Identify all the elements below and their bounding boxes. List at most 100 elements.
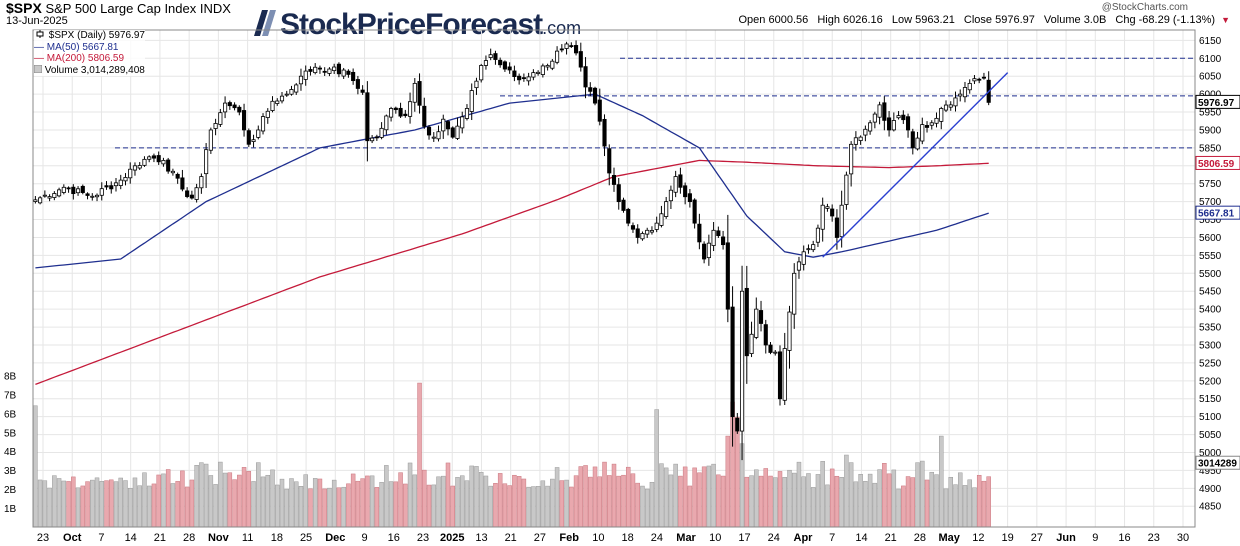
volume-bar — [431, 484, 437, 528]
close-value: 5976.97 — [995, 14, 1035, 26]
volume-bar — [801, 476, 806, 528]
candle-body — [607, 148, 612, 174]
candle-body — [251, 139, 256, 142]
plot-frame — [32, 29, 1196, 528]
candle-body — [687, 193, 692, 203]
logo-text: StockPriceForecast.com — [280, 8, 582, 41]
volume-bar — [701, 466, 707, 528]
volume-bar — [773, 477, 778, 528]
symbol: $SPX — [6, 0, 42, 16]
candle-body — [830, 208, 835, 217]
x-tick-label: 28 — [183, 532, 195, 544]
volume-tick-label: 2B — [4, 485, 17, 496]
volume-bar — [573, 475, 579, 528]
trendline — [822, 72, 1009, 258]
volume-bar — [99, 481, 105, 528]
volume-bar — [360, 478, 365, 528]
volume-bar — [545, 485, 550, 528]
candle-body — [721, 236, 726, 246]
volume-bar — [384, 465, 389, 528]
volume-bar — [94, 477, 100, 528]
volume-bar — [355, 480, 361, 528]
ohlc-summary: Open 6000.56 High 6026.16 Low 5963.21 Cl… — [738, 14, 1231, 26]
volume-legend-icon — [33, 64, 43, 73]
candle-body — [189, 194, 194, 199]
volume-bar — [706, 465, 712, 528]
volume-bar — [284, 488, 289, 528]
candle-body — [104, 185, 109, 188]
low-value: 5963.21 — [915, 14, 955, 26]
candle-body — [664, 201, 669, 217]
volume-bar — [289, 478, 294, 528]
volume-bar — [559, 480, 565, 528]
candle-body — [668, 189, 673, 202]
candle-body — [33, 199, 38, 202]
ma50-line — [35, 93, 989, 269]
volume-bar — [834, 475, 840, 528]
volume-bar — [976, 474, 982, 528]
candle-body — [972, 78, 977, 82]
y-tick-label: 5000 — [1199, 448, 1222, 459]
candle-body — [730, 306, 735, 418]
ma200-line — [35, 159, 989, 386]
candle-body — [275, 100, 280, 104]
candle-body — [981, 76, 987, 79]
candle-body — [967, 82, 972, 91]
volume-bar — [896, 488, 901, 528]
candle-body — [863, 128, 868, 136]
volume-bar — [170, 483, 176, 528]
x-tick-label: Jun — [1056, 532, 1076, 544]
candle-body — [868, 122, 873, 132]
volume-bar — [848, 462, 854, 528]
volume-bar — [806, 473, 811, 528]
candle-body — [327, 68, 332, 74]
volume-bar — [488, 485, 493, 528]
candle-body — [924, 125, 930, 128]
volume-bar — [312, 478, 318, 528]
volume-bar — [303, 474, 308, 528]
volume-bar — [858, 473, 863, 528]
volume-bar — [317, 478, 323, 528]
volume-bar — [825, 484, 830, 528]
volume-bar — [625, 466, 631, 528]
volume-bar — [374, 487, 380, 528]
volume-bar — [71, 476, 76, 528]
volume-bar — [184, 486, 190, 528]
candle-body — [526, 76, 531, 82]
candle-body — [517, 75, 522, 81]
volume-bar — [142, 472, 147, 528]
volume-bar — [905, 476, 911, 528]
volume-bar — [270, 469, 275, 528]
y-tick-label: 4950 — [1199, 466, 1222, 477]
volume-bar — [132, 477, 138, 528]
candle-body — [256, 129, 261, 138]
candle-body — [351, 71, 356, 82]
volume-bar — [516, 476, 522, 528]
candle-body — [659, 213, 664, 226]
open-value: 6000.56 — [768, 14, 809, 26]
candle-body — [298, 75, 304, 85]
y-tick-label: 5950 — [1199, 108, 1222, 119]
volume-bar — [450, 485, 455, 528]
y-tick-label: 5650 — [1199, 215, 1222, 226]
volume-bar — [445, 462, 451, 528]
x-tick-label: 11 — [242, 532, 253, 544]
candle-body — [787, 311, 792, 351]
volume-bar — [393, 481, 399, 528]
volume-tick-label: 8B — [4, 371, 17, 382]
candle-body — [749, 333, 754, 354]
volume-tick-label: 5B — [4, 428, 17, 439]
volume-bar — [199, 462, 204, 528]
candle-body — [223, 102, 228, 113]
candle-body — [308, 69, 313, 72]
y-tick-label: 6150 — [1199, 36, 1222, 47]
candle-body — [341, 69, 346, 77]
candle-body — [118, 179, 123, 186]
candle-body — [185, 190, 190, 197]
candle-body — [85, 193, 90, 196]
volume-bar — [592, 466, 598, 528]
volume-bar — [716, 474, 721, 528]
candle-body — [284, 93, 289, 96]
candle-body — [621, 199, 626, 211]
